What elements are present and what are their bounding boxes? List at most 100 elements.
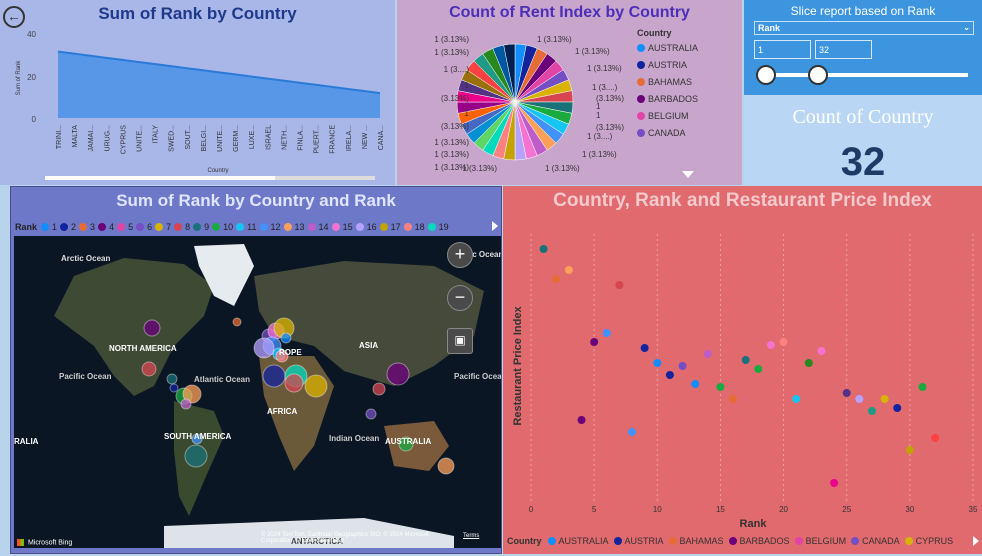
scatter-legend-item[interactable]: CANADA <box>851 536 900 546</box>
scatter-point[interactable] <box>905 446 914 454</box>
slicer-min-handle[interactable] <box>756 65 776 85</box>
scatter-legend-item[interactable]: CYPRUS <box>904 536 953 546</box>
scatter-legend-item[interactable]: BARBADOS <box>728 536 790 546</box>
scatter-point[interactable] <box>552 275 561 283</box>
scatter-point[interactable] <box>754 365 763 373</box>
back-arrow-icon[interactable]: ← <box>3 6 25 28</box>
map-legend-item[interactable]: 12 <box>259 222 281 232</box>
map-bubble[interactable] <box>184 444 208 468</box>
map-legend-item[interactable]: 14 <box>307 222 329 232</box>
pie-legend-item[interactable]: BELGIUM <box>637 111 698 121</box>
map-legend-item[interactable]: 7 <box>155 222 171 232</box>
map-legend-item[interactable]: 19 <box>427 222 449 232</box>
scatter-legend-item[interactable]: AUSTRIA <box>613 536 664 546</box>
pie-legend-item[interactable]: CANADA <box>637 128 698 138</box>
area-fill[interactable] <box>58 51 380 118</box>
slicer-field-dropdown[interactable]: Rank ⌄ <box>754 21 974 35</box>
map-legend-item[interactable]: 16 <box>355 222 377 232</box>
map-bubble[interactable] <box>180 398 192 410</box>
legend-next-icon[interactable] <box>973 536 979 546</box>
map-legend-item[interactable]: 18 <box>403 222 425 232</box>
map-bubble[interactable] <box>191 433 203 445</box>
scatter-point[interactable] <box>703 350 712 358</box>
map-legend-item[interactable]: 9 <box>193 222 209 232</box>
map-bubble[interactable] <box>275 349 289 363</box>
scatter-point[interactable] <box>716 383 725 391</box>
scatter-point[interactable] <box>615 281 624 289</box>
slicer-track[interactable] <box>766 73 968 77</box>
map-bubble[interactable] <box>253 337 275 359</box>
scatter-point[interactable] <box>931 434 940 442</box>
scatter-legend-item[interactable]: BELGIUM <box>794 536 846 546</box>
map-legend-item[interactable]: 10 <box>212 222 233 232</box>
map-bubble[interactable] <box>182 384 202 404</box>
pie-legend-item[interactable]: BAHAMAS <box>637 77 698 87</box>
slicer-min-input[interactable] <box>754 40 811 59</box>
scatter-point[interactable] <box>766 341 775 349</box>
map-bubble[interactable] <box>386 362 410 386</box>
map-bubble[interactable] <box>262 364 286 388</box>
pie-legend-item[interactable]: BARBADOS <box>637 94 698 104</box>
scatter-point[interactable] <box>880 395 889 403</box>
scatter-point[interactable] <box>665 371 674 379</box>
legend-next-icon[interactable] <box>492 221 498 231</box>
map-bubble[interactable] <box>365 408 377 420</box>
area-scrollbar-thumb[interactable] <box>45 176 275 180</box>
map-bubble[interactable] <box>169 383 179 393</box>
scatter-point[interactable] <box>779 338 788 346</box>
map-legend-item[interactable]: 8 <box>174 222 190 232</box>
pie-slice[interactable] <box>503 43 516 103</box>
scatter-point[interactable] <box>539 245 548 253</box>
scatter-point[interactable] <box>855 395 864 403</box>
pie-legend-item[interactable]: AUSTRALIA <box>637 43 698 53</box>
slicer-max-input[interactable] <box>815 40 872 59</box>
scatter-point[interactable] <box>691 380 700 388</box>
scatter-point[interactable] <box>867 407 876 415</box>
scatter-point[interactable] <box>640 344 649 352</box>
map-legend-item[interactable]: 3 <box>79 222 95 232</box>
scatter-point[interactable] <box>893 404 902 412</box>
slicer-max-handle[interactable] <box>808 65 828 85</box>
map-bubble[interactable] <box>398 436 414 452</box>
map-legend-item[interactable]: 4 <box>98 222 114 232</box>
map-bubble[interactable] <box>141 361 157 377</box>
map-bubble[interactable] <box>166 373 178 385</box>
map-legend-item[interactable]: 6 <box>136 222 152 232</box>
zoom-in-button[interactable]: + <box>447 242 473 268</box>
map-legend-item[interactable]: 5 <box>117 222 133 232</box>
scatter-point[interactable] <box>918 383 927 391</box>
map-legend-item[interactable]: 11 <box>236 222 257 232</box>
scatter-point[interactable] <box>628 428 637 436</box>
map-bubble[interactable] <box>280 332 292 344</box>
world-map[interactable]: Arctic Ocean Arctic Ocean NORTH AMERICA … <box>14 236 502 548</box>
map-legend-item[interactable]: 17 <box>379 222 401 232</box>
map-legend-item[interactable]: 15 <box>331 222 353 232</box>
map-bubble[interactable] <box>437 457 455 475</box>
map-bubble[interactable] <box>143 319 161 337</box>
scatter-point[interactable] <box>564 266 573 274</box>
scatter-legend-item[interactable]: BAHAMAS <box>668 536 724 546</box>
select-region-icon[interactable]: ▣ <box>447 328 473 354</box>
scatter-point[interactable] <box>577 416 586 424</box>
scatter-point[interactable] <box>729 395 738 403</box>
scatter-point[interactable] <box>792 395 801 403</box>
scatter-legend-item[interactable]: AUSTRALIA <box>547 536 609 546</box>
map-bubble[interactable] <box>232 317 242 327</box>
caret-down-icon[interactable] <box>682 171 694 178</box>
zoom-out-button[interactable]: − <box>447 285 473 311</box>
scatter-point[interactable] <box>678 362 687 370</box>
scatter-point[interactable] <box>653 359 662 367</box>
scatter-point[interactable] <box>842 389 851 397</box>
map-legend-item[interactable]: 13 <box>283 222 305 232</box>
scatter-point[interactable] <box>817 347 826 355</box>
map-legend-item[interactable]: 1 <box>41 222 57 232</box>
scatter-point[interactable] <box>602 329 611 337</box>
scatter-point[interactable] <box>590 338 599 346</box>
pie-legend-item[interactable]: AUSTRIA <box>637 60 698 70</box>
map-bubble[interactable] <box>284 373 304 393</box>
scatter-point[interactable] <box>830 479 839 487</box>
scatter-point[interactable] <box>741 356 750 364</box>
map-bubble[interactable] <box>372 382 386 396</box>
map-terms-link[interactable]: Terms <box>463 533 480 539</box>
map-bubble[interactable] <box>304 374 328 398</box>
